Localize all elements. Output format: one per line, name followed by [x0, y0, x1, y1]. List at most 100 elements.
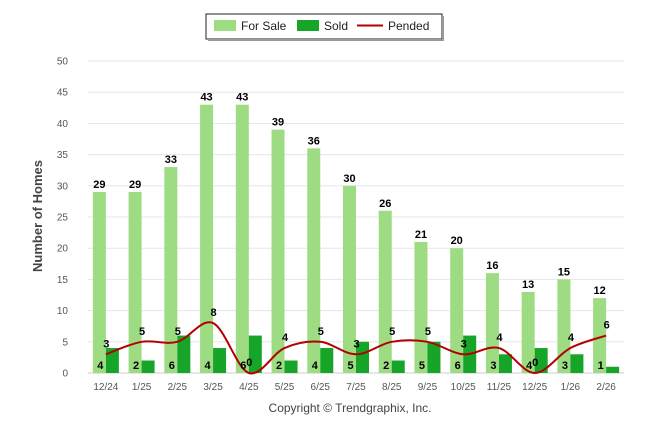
sold-value-label: 6 — [240, 360, 246, 372]
for-sale-bar[interactable] — [378, 210, 392, 373]
y-tick-label: 45 — [57, 88, 69, 99]
sold-bar[interactable] — [356, 341, 369, 373]
sold-bar[interactable] — [498, 354, 512, 373]
sold-bar[interactable] — [105, 348, 119, 373]
y-tick-label: 35 — [57, 150, 69, 161]
pended-value-label: 5 — [318, 326, 324, 338]
sold-value-label: 3 — [562, 360, 568, 372]
for-sale-value-label: 16 — [486, 260, 498, 272]
sold-bar[interactable] — [177, 335, 191, 373]
sold-bar[interactable] — [284, 360, 298, 373]
sold-bar[interactable] — [391, 360, 405, 373]
sold-value-label: 4 — [97, 360, 104, 372]
for-sale-bar[interactable] — [271, 129, 285, 373]
for-sale-bar[interactable] — [485, 273, 499, 373]
pended-value-label: 4 — [496, 332, 503, 344]
x-tick-label: 7/25 — [346, 382, 366, 393]
sold-bar[interactable] — [320, 348, 334, 373]
for-sale-value-label: 12 — [594, 285, 606, 297]
for-sale-bar[interactable] — [521, 291, 535, 373]
for-sale-bar[interactable] — [557, 279, 571, 373]
y-tick-label: 0 — [62, 369, 68, 380]
x-tick-label: 1/25 — [132, 382, 152, 393]
y-tick-label: 20 — [57, 244, 69, 255]
sold-value-label: 6 — [169, 360, 175, 372]
for-sale-value-label: 20 — [451, 235, 463, 247]
pended-value-label: 5 — [139, 326, 145, 338]
x-tick-label: 8/25 — [382, 382, 402, 393]
y-tick-label: 50 — [57, 57, 69, 68]
pended-value-label: 5 — [425, 326, 431, 338]
for-sale-value-label: 21 — [415, 229, 427, 241]
sold-bar[interactable] — [427, 341, 441, 373]
x-tick-label: 4/25 — [239, 382, 259, 393]
y-tick-label: 40 — [57, 119, 69, 130]
y-axis-title: Number of Homes — [30, 160, 45, 272]
for-sale-bar[interactable] — [164, 167, 178, 373]
legend-label-for-sale[interactable]: For Sale — [241, 19, 287, 33]
legend-swatch-for-sale — [214, 20, 236, 31]
for-sale-bar[interactable] — [343, 185, 356, 373]
sold-value-label: 3 — [490, 360, 496, 372]
legend-box — [205, 13, 443, 40]
pended-line-layer — [105, 321, 607, 375]
x-axis-ticks: 12/24 1/25 2/25 3/25 4/25 5/25 6/25 7/25 8/25 9/2… — [93, 382, 616, 393]
legend-label-pended[interactable]: Pended — [388, 19, 429, 33]
for-sale-value-label: 33 — [165, 154, 177, 166]
y-tick-label: 15 — [57, 275, 69, 286]
x-tick-label: 1/26 — [561, 382, 581, 393]
for-sale-bar[interactable] — [200, 104, 214, 374]
sold-value-label: 6 — [455, 360, 461, 372]
pended-line[interactable] — [105, 321, 607, 375]
copyright-credit: Copyright © Trendgraphix, Inc. — [269, 401, 432, 415]
for-sale-bar[interactable] — [593, 298, 607, 373]
sold-value-label: 4 — [526, 360, 533, 372]
x-tick-label: 11/25 — [487, 382, 512, 393]
pended-value-label: 4 — [282, 332, 289, 344]
sold-bar[interactable] — [534, 348, 548, 373]
x-tick-label: 12/24 — [93, 382, 118, 393]
x-tick-label: 2/26 — [596, 382, 616, 393]
sold-value-label: 4 — [205, 360, 212, 372]
for-sale-value-label: 29 — [129, 179, 141, 191]
for-sale-bar[interactable] — [307, 148, 321, 373]
legend-label-sold[interactable]: Sold — [324, 19, 348, 33]
sold-value-label: 2 — [276, 360, 282, 372]
sold-bar[interactable] — [213, 348, 227, 373]
for-sale-bar[interactable] — [414, 241, 428, 373]
sold-bar[interactable] — [248, 335, 262, 373]
for-sale-bar[interactable] — [128, 192, 142, 373]
sold-bar[interactable] — [141, 360, 155, 373]
pended-value-label: 4 — [568, 332, 575, 344]
pended-value-label: 3 — [103, 338, 109, 350]
sold-value-label: 2 — [383, 360, 389, 372]
bars — [92, 104, 620, 374]
for-sale-value-label: 30 — [343, 173, 355, 185]
legend-swatch-sold — [297, 20, 319, 31]
sold-value-label: 5 — [419, 360, 425, 372]
for-sale-value-label: 13 — [522, 279, 534, 291]
for-sale-bar[interactable] — [92, 192, 106, 373]
sold-value-label: 4 — [312, 360, 319, 372]
for-sale-value-label: 36 — [308, 135, 320, 147]
for-sale-value-label: 15 — [558, 266, 570, 278]
x-tick-label: 2/25 — [168, 382, 188, 393]
pended-value-label: 5 — [389, 326, 395, 338]
pended-value-label: 3 — [353, 338, 359, 350]
legend[interactable]: For Sale Sold Pended — [205, 13, 444, 41]
y-axis-ticks: 0 5 10 15 20 25 30 35 40 45 50 — [57, 57, 69, 380]
y-tick-label: 5 — [62, 337, 68, 348]
for-sale-value-label: 43 — [200, 92, 212, 104]
sold-bar[interactable] — [606, 366, 620, 373]
for-sale-bar[interactable] — [235, 104, 249, 374]
sold-value-label: 2 — [133, 360, 139, 372]
x-tick-label: 12/25 — [522, 382, 547, 393]
for-sale-bar[interactable] — [450, 248, 464, 373]
y-tick-label: 25 — [57, 213, 69, 224]
sold-bar[interactable] — [570, 354, 584, 373]
sold-value-label: 5 — [347, 360, 353, 372]
for-sale-value-label: 29 — [93, 179, 105, 191]
pended-value-label: 3 — [461, 338, 467, 350]
